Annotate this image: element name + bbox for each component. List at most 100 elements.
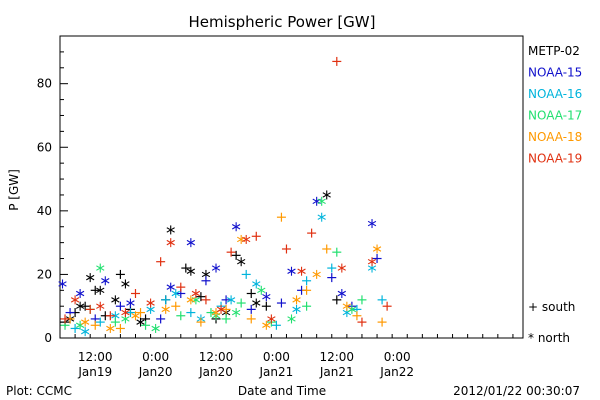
data-point-south xyxy=(236,298,246,308)
data-point-south xyxy=(246,314,256,324)
data-point-south xyxy=(241,269,251,279)
data-point-north xyxy=(106,323,115,333)
data-point-north xyxy=(166,225,175,235)
data-point-north xyxy=(242,234,251,244)
data-point-south xyxy=(322,244,332,254)
data-point-south xyxy=(115,269,125,279)
data-point-south xyxy=(171,301,181,311)
data-point-north xyxy=(342,301,352,311)
data-point-south xyxy=(130,288,140,298)
legend-entry: NOAA-18 xyxy=(528,130,582,144)
x-tick-time-label: 0:00 xyxy=(142,350,169,364)
data-point-north xyxy=(337,263,346,273)
data-point-south xyxy=(281,244,291,254)
data-point-north xyxy=(252,298,261,308)
data-point-north xyxy=(186,266,196,276)
data-point-south xyxy=(115,323,125,333)
data-point-north xyxy=(80,317,90,327)
data-point-south xyxy=(201,295,211,305)
data-point-south xyxy=(372,254,382,264)
data-point-south xyxy=(176,311,186,321)
data-point-south xyxy=(231,250,241,260)
data-point-south xyxy=(80,301,90,311)
data-point-north xyxy=(171,288,180,298)
data-point-north xyxy=(75,301,85,311)
data-point-south xyxy=(161,295,171,305)
data-point-south xyxy=(90,320,100,330)
data-point-south xyxy=(261,301,271,311)
data-point-north xyxy=(86,273,95,283)
data-point-north xyxy=(231,308,241,318)
data-point-south xyxy=(70,323,80,333)
data-point-north xyxy=(58,279,67,289)
legend-entry: NOAA-19 xyxy=(528,152,582,166)
data-point-north xyxy=(70,295,80,305)
data-point-north xyxy=(317,212,326,222)
data-point-south xyxy=(136,308,146,318)
data-point-south xyxy=(186,308,196,318)
x-tick-date-label: Jan19 xyxy=(77,365,112,379)
data-point-south xyxy=(357,317,367,327)
data-point-north xyxy=(367,219,377,229)
data-point-north xyxy=(186,238,196,248)
data-point-north xyxy=(226,295,236,305)
x-tick-time-label: 0:00 xyxy=(263,350,290,364)
y-axis: 0 20 40 60 80 xyxy=(37,35,68,345)
data-point-south xyxy=(226,247,236,257)
y-tick-label: 0 xyxy=(44,331,52,345)
data-point-north xyxy=(146,298,155,308)
data-point-south xyxy=(357,295,367,305)
data-point-north xyxy=(80,327,90,337)
legend-entry: METP-02 xyxy=(528,44,580,58)
legend: METP-02 NOAA-15 NOAA-16 NOAA-17 NOAA-18 NOAA-… xyxy=(528,44,582,166)
legend-entry: NOAA-16 xyxy=(528,87,582,101)
data-point-south xyxy=(332,56,342,66)
y-tick-label: 60 xyxy=(37,140,52,154)
data-point-south xyxy=(221,304,231,314)
data-point-north xyxy=(96,263,105,273)
data-point-south xyxy=(105,311,115,321)
data-point-north xyxy=(267,314,276,324)
data-point-south xyxy=(377,317,387,327)
data-point-south xyxy=(90,285,100,295)
data-point-south xyxy=(382,301,392,311)
x-tick-date-label: Jan21 xyxy=(259,365,294,379)
data-point-south xyxy=(377,295,387,305)
data-point-north xyxy=(75,288,85,298)
data-point-south xyxy=(221,295,231,305)
data-point-south xyxy=(141,320,151,330)
legend-entry: NOAA-17 xyxy=(528,109,582,123)
data-point-north xyxy=(191,288,201,298)
y-tick-label: 40 xyxy=(37,204,52,218)
y-tick-label: 20 xyxy=(37,267,52,281)
plot-timestamp: 2012/01/22 00:30:07 xyxy=(453,384,580,398)
x-tick-time-label: 12:00 xyxy=(319,350,354,364)
data-points xyxy=(58,56,392,337)
data-point-north xyxy=(136,317,145,327)
data-point-south xyxy=(307,228,317,238)
data-point-north xyxy=(252,279,261,289)
data-point-south xyxy=(201,276,211,286)
data-point-south xyxy=(246,288,256,298)
data-point-south xyxy=(302,276,312,286)
data-point-north xyxy=(111,295,120,305)
y-tick-label: 80 xyxy=(37,77,52,91)
data-point-south xyxy=(276,212,286,222)
data-point-north xyxy=(237,257,246,267)
x-tick-date-label: Jan20 xyxy=(138,365,173,379)
data-point-north xyxy=(166,238,175,248)
data-point-north xyxy=(96,301,105,311)
data-point-north xyxy=(322,190,331,200)
data-point-south xyxy=(352,311,362,321)
x-axis-label: Date and Time xyxy=(238,384,326,398)
data-point-south xyxy=(95,317,105,327)
data-point-south xyxy=(332,295,342,305)
data-point-north xyxy=(216,304,226,314)
data-point-south xyxy=(156,257,166,267)
data-point-south xyxy=(302,285,312,295)
data-point-south xyxy=(60,314,70,324)
data-point-north xyxy=(121,279,130,289)
data-point-south xyxy=(176,282,186,292)
data-point-north xyxy=(211,263,221,273)
data-point-south xyxy=(246,304,256,314)
